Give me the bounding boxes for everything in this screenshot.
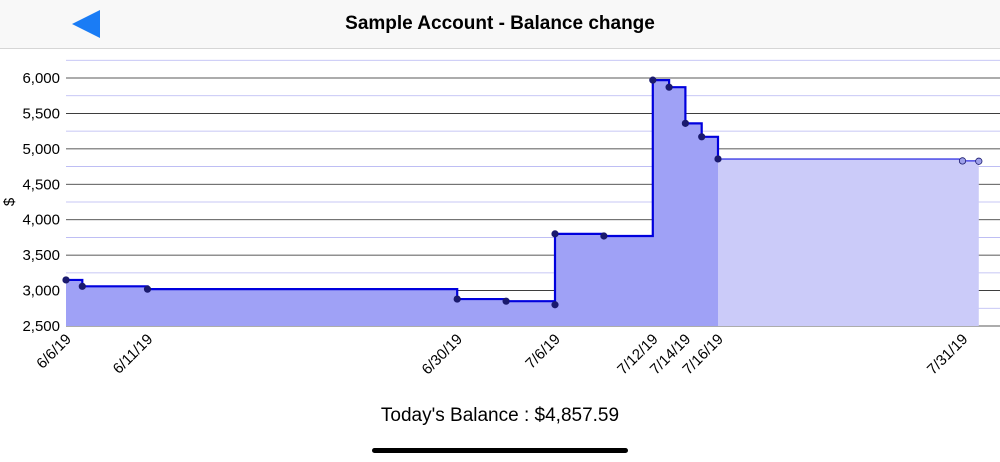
data-point (975, 157, 983, 165)
todays-balance: Today's Balance : $4,857.59 (380, 405, 620, 426)
y-tick-label: 2,500 (22, 318, 60, 335)
y-tick-label: 5,500 (22, 105, 60, 122)
y-tick-label: 3,000 (22, 283, 60, 300)
back-button[interactable] (66, 8, 110, 44)
y-axis-label: $ (1, 197, 18, 206)
balance-chart: 2,500 3,000 3,500 4,000 4,500 5,000 5,500 6,000… (1, 59, 1000, 378)
data-point (78, 282, 86, 290)
x-tick-label: 6/30/19 (419, 331, 466, 378)
x-tick-label: 6/11/19 (110, 331, 157, 378)
data-point (681, 119, 690, 127)
data-point (62, 276, 70, 284)
data-point (958, 157, 967, 165)
x-tick-label: 7/31/19 (924, 331, 971, 378)
y-tick-label: 5,000 (22, 141, 60, 158)
navigation-bar: Sample Account - Balance change (0, 0, 1000, 49)
data-point (698, 133, 706, 141)
data-point (551, 301, 559, 309)
back-arrow-icon (72, 10, 100, 38)
data-point (502, 297, 510, 305)
data-point (453, 295, 461, 303)
data-point (649, 76, 657, 84)
x-tick-label: 7/6/19 (522, 331, 564, 373)
data-point (600, 232, 608, 240)
y-tick-label: 4,000 (22, 212, 60, 229)
y-tick-label: 6,000 (22, 70, 60, 87)
home-indicator[interactable] (372, 448, 628, 453)
future-balance-area (718, 158, 979, 326)
data-point (665, 83, 673, 91)
data-point (551, 230, 559, 238)
page-title: Sample Account - Balance change (345, 13, 655, 34)
y-tick-label: 4,500 (22, 176, 60, 193)
data-point (714, 155, 722, 163)
x-tick-label: 6/6/19 (33, 331, 75, 373)
data-point (143, 285, 152, 293)
y-tick-label: 3,500 (22, 247, 60, 264)
